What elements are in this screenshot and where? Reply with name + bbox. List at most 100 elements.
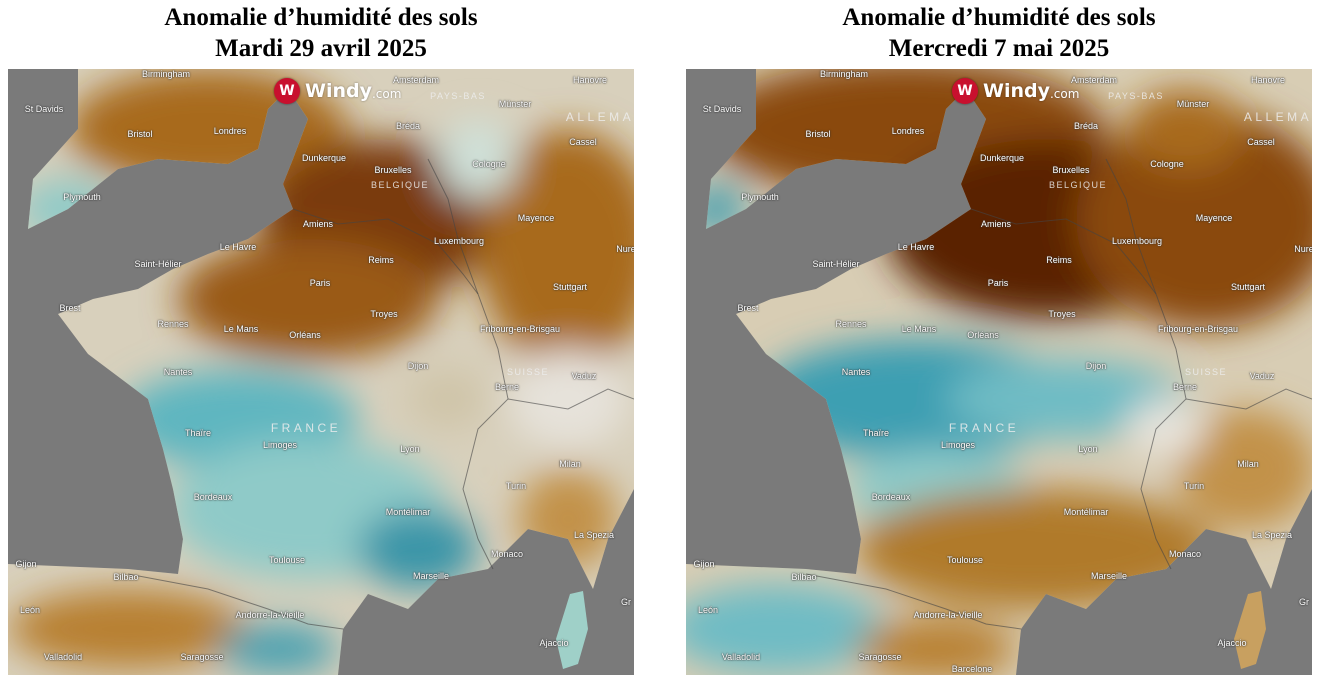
city-label: Orléans (967, 330, 999, 340)
city-label: Le Mans (223, 324, 259, 334)
city-label: Hanovre (572, 75, 608, 85)
logo-suffix: .com (1049, 87, 1080, 101)
windy-logo-icon: W (274, 78, 300, 104)
city-label: Andorre-la-Vieille (235, 610, 305, 620)
city-label: Saragosse (858, 652, 902, 662)
city-label: Gijon (15, 559, 37, 569)
city-label: Saragosse (180, 652, 224, 662)
logo-suffix: .com (371, 87, 402, 101)
city-label: Berne (1172, 382, 1198, 392)
country-label: PAYS-BAS (430, 91, 486, 101)
city-label: Lyon (1078, 444, 1098, 454)
city-label: Mayence (517, 213, 555, 223)
city-label: Fribourg-en-Brisgau (1157, 324, 1239, 334)
city-label: Orléans (289, 330, 321, 340)
city-label: Toulouse (946, 555, 984, 565)
city-label: Nantes (163, 367, 193, 377)
city-label: Paris (309, 278, 331, 288)
country-label: BELGIQUE (1048, 180, 1108, 190)
country-label: ALLEMA (565, 110, 634, 124)
city-label: Luxembourg (1111, 236, 1163, 246)
city-label: Mayence (1195, 213, 1233, 223)
country-label: FRANCE (948, 421, 1020, 435)
panel-title: Anomalie d’humidité des sols Mercredi 7 … (686, 2, 1312, 64)
city-label: Troyes (1048, 309, 1076, 319)
title-line-1: Anomalie d’humidité des sols (842, 4, 1156, 31)
title-line-2: Mardi 29 avril 2025 (215, 35, 427, 62)
city-label: Milan (559, 459, 581, 469)
city-label: Amsterdam (392, 75, 440, 85)
city-label: Vaduz (1249, 371, 1275, 381)
city-label: Rennes (835, 319, 867, 329)
city-label: Milan (1237, 459, 1259, 469)
city-label: Luxembourg (433, 236, 485, 246)
logo-text: Windy (983, 80, 1050, 102)
city-label: Bordeaux (871, 492, 911, 502)
city-label: Saint-Hélier (812, 259, 860, 269)
city-label: Bordeaux (193, 492, 233, 502)
city-label: Londres (213, 126, 247, 136)
panel-2025-05-07: Anomalie d’humidité des sols Mercredi 7 … (686, 0, 1312, 682)
city-label: Amiens (980, 219, 1012, 229)
city-label: Nure (1294, 244, 1312, 254)
city-label: Cassel (569, 137, 597, 147)
city-label: Amsterdam (1070, 75, 1118, 85)
city-label: Brest (737, 303, 759, 313)
city-label: Dijon (1085, 361, 1107, 371)
country-label: PAYS-BAS (1108, 91, 1164, 101)
city-label: Le Mans (901, 324, 937, 334)
city-label: Bruxelles (374, 165, 412, 175)
windy-logo-icon: W (952, 78, 978, 104)
city-label: Valladolid (43, 652, 83, 662)
city-label: Limoges (262, 440, 298, 450)
city-label: Berne (494, 382, 520, 392)
country-label: SUISSE (506, 367, 550, 377)
city-label: Turin (1183, 481, 1205, 491)
city-label: Saint-Hélier (134, 259, 182, 269)
logo-text: Windy (305, 80, 372, 102)
panel-title: Anomalie d’humidité des sols Mardi 29 av… (8, 2, 634, 64)
city-label: Birmingham (819, 69, 869, 79)
city-label: Andorre-la-Vieille (913, 610, 983, 620)
city-label: Valladolid (721, 652, 761, 662)
city-label: Troyes (370, 309, 398, 319)
city-label: Lyon (400, 444, 420, 454)
city-label: Montélimar (1063, 507, 1109, 517)
city-label: Cologne (472, 159, 506, 169)
city-label: Münster (498, 99, 532, 109)
city-label: Bréda (1073, 121, 1099, 131)
city-label: Le Havre (219, 242, 257, 252)
city-label: Barcelone (951, 664, 993, 674)
city-label: Dijon (407, 361, 429, 371)
windy-logo: W Windy .com (952, 77, 1079, 105)
city-label: Paris (987, 278, 1009, 288)
country-label: FRANCE (270, 421, 342, 435)
soil-moisture-map: W Windy .com PAYS-BAS BELGIQUE ALLEMA SU… (686, 69, 1312, 675)
city-label: Thaïre (184, 428, 212, 438)
city-label: Monaco (490, 549, 524, 559)
city-label: Nantes (841, 367, 871, 377)
city-label: León (697, 605, 719, 615)
city-label: Rennes (157, 319, 189, 329)
city-label: Toulouse (268, 555, 306, 565)
city-label: Bristol (127, 129, 153, 139)
title-line-1: Anomalie d’humidité des sols (164, 4, 478, 31)
city-label: Bilbao (113, 572, 139, 582)
city-label: Turin (505, 481, 527, 491)
country-label: SUISSE (1184, 367, 1228, 377)
city-label: Thaïre (862, 428, 890, 438)
city-label: Dunkerque (979, 153, 1025, 163)
city-label: Bréda (395, 121, 421, 131)
city-label: Münster (1176, 99, 1210, 109)
city-label: Marseille (1090, 571, 1128, 581)
city-label: Fribourg-en-Brisgau (479, 324, 561, 334)
country-label: ALLEMA (1243, 110, 1312, 124)
city-label: Reims (1046, 255, 1072, 265)
city-label: Ajaccio (539, 638, 569, 648)
city-label: La Spezia (573, 530, 615, 540)
map-canvas (8, 69, 634, 675)
city-label: Le Havre (897, 242, 935, 252)
city-label: Cologne (1150, 159, 1184, 169)
city-label: St Davids (702, 104, 742, 114)
city-label: Monaco (1168, 549, 1202, 559)
